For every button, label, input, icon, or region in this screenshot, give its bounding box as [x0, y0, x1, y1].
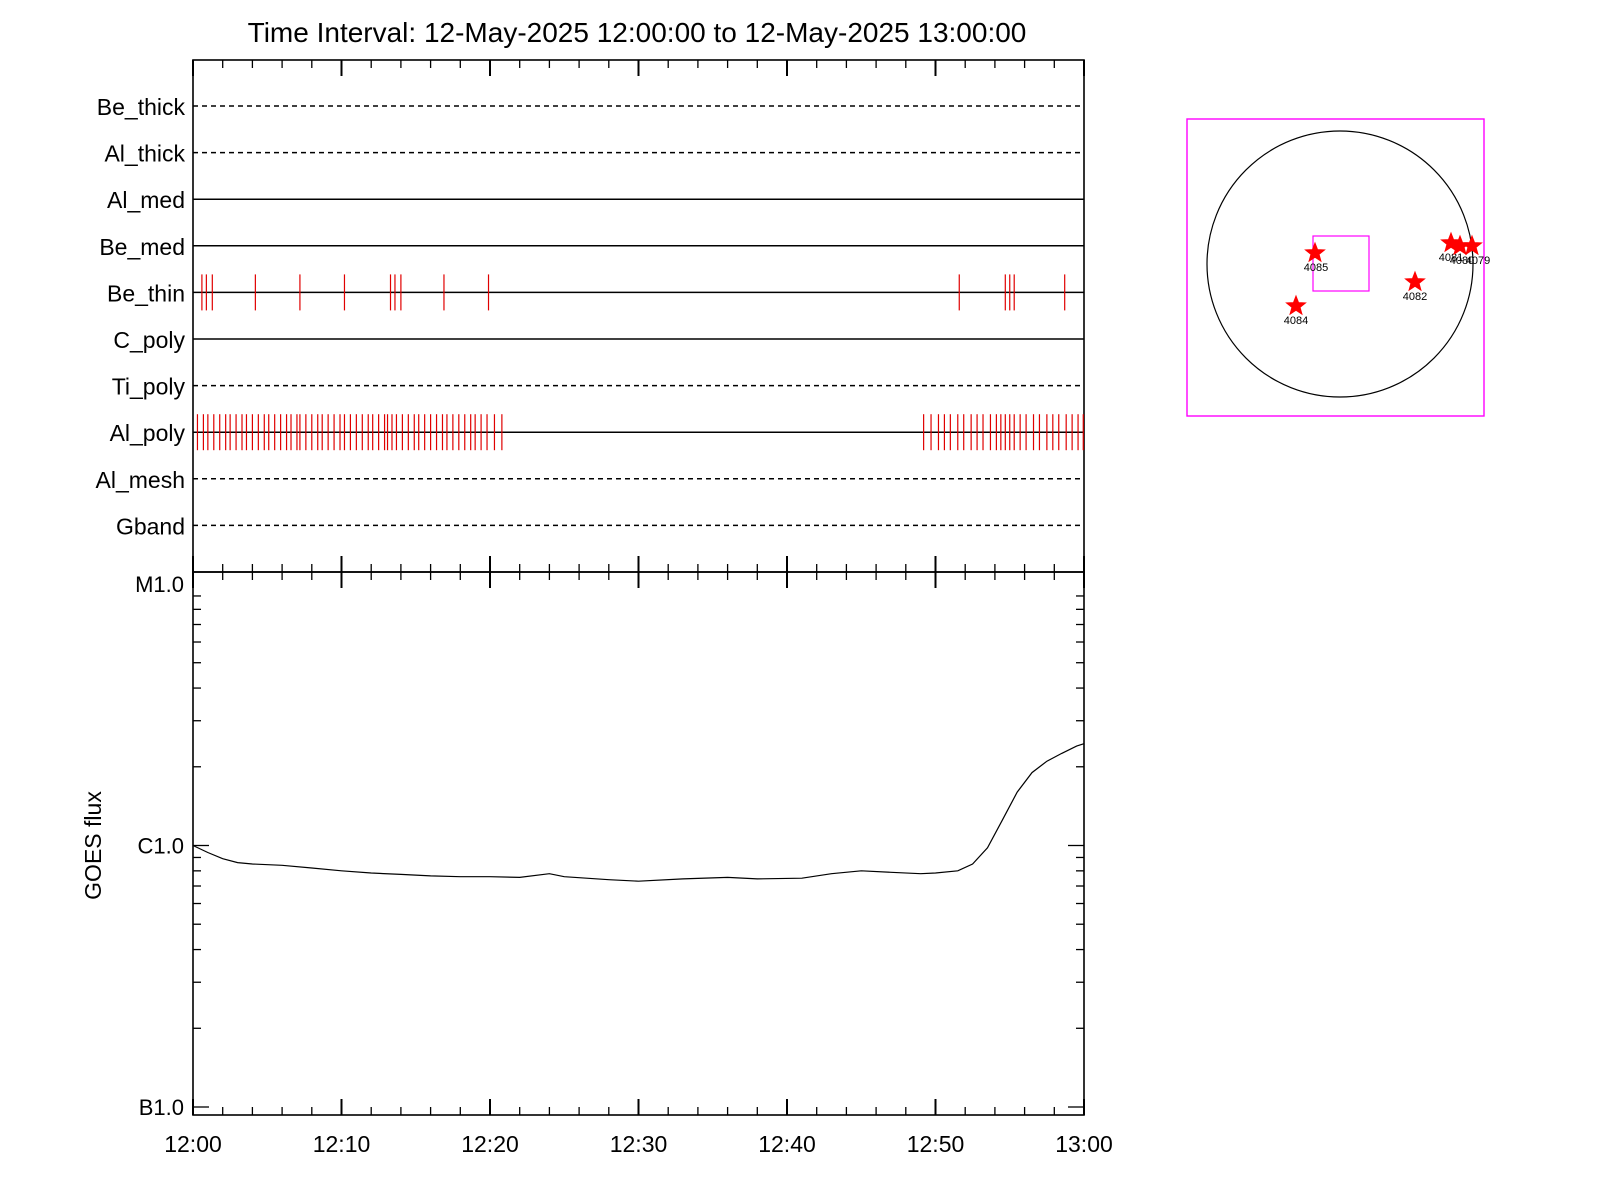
filter-label-c_poly: C_poly	[113, 327, 185, 353]
region-label: 4080	[1450, 255, 1474, 267]
filter-label-al_poly: Al_poly	[110, 420, 186, 446]
filter-label-al_thick: Al_thick	[104, 141, 185, 167]
chart-title: Time Interval: 12-May-2025 12:00:00 to 1…	[248, 17, 1027, 48]
x-tick-label: 12:10	[313, 1131, 371, 1157]
goes-flux-line	[192, 743, 1085, 882]
y-axis-label: GOES flux	[80, 791, 106, 900]
filter-label-al_med: Al_med	[107, 187, 185, 213]
region-label: 4084	[1284, 315, 1308, 327]
solar-limb	[1206, 130, 1474, 398]
goes-panel-frame	[192, 571, 1085, 1116]
x-tick-label: 12:50	[907, 1131, 965, 1157]
y-tick-label: C1.0	[138, 834, 184, 859]
x-tick-label: 12:40	[758, 1131, 816, 1157]
filter-label-ti_poly: Ti_poly	[112, 374, 186, 400]
region-star-marker	[1404, 270, 1426, 292]
goes-panel: M1.0 C1.0 B1.0 12:00 12:10 12:20 12:30 12:40 12:…	[80, 571, 1113, 1157]
region-star-marker	[1304, 241, 1326, 263]
map-frame	[1186, 118, 1485, 417]
region-label: 4079	[1466, 255, 1490, 267]
x-tick-label: 12:30	[610, 1131, 668, 1157]
x-tick-label: 12:20	[461, 1131, 519, 1157]
filter-label-be_thick: Be_thick	[97, 94, 186, 120]
region-label: 4085	[1304, 262, 1328, 274]
filter-label-be_thin: Be_thin	[107, 280, 185, 306]
filter-panel-frame	[192, 59, 1085, 573]
x-tick-label: 12:00	[164, 1131, 222, 1157]
x-tick-label: 13:00	[1055, 1131, 1113, 1157]
region-label: 4082	[1403, 291, 1427, 303]
filter-panel: Be_thick Al_thick Al_med Be_med Be_thin C_pol…	[96, 59, 1085, 573]
region-star-marker	[1285, 294, 1307, 316]
region-star-marker	[1461, 234, 1483, 256]
filter-label-be_med: Be_med	[99, 234, 185, 260]
filter-label-al_mesh: Al_mesh	[96, 467, 185, 493]
y-tick-label: B1.0	[139, 1095, 184, 1120]
y-tick-label: M1.0	[135, 572, 184, 597]
region-label: 4081	[1439, 252, 1463, 264]
filter-label-gband: Gband	[116, 513, 185, 539]
field-of-view-box	[1312, 235, 1370, 292]
